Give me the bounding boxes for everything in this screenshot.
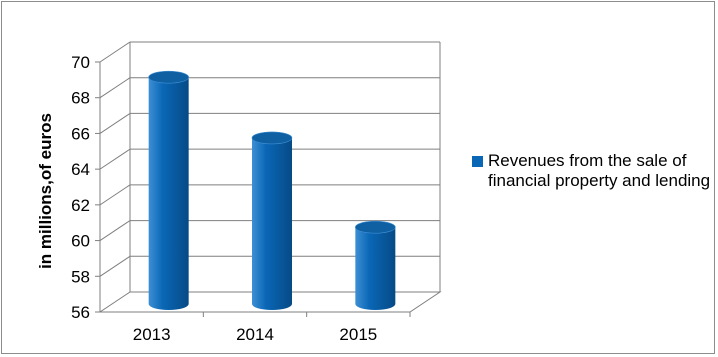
- x-tick-label: 2015: [339, 325, 377, 344]
- gridline-side: [99, 41, 131, 63]
- gridline-side: [99, 113, 131, 134]
- gridline-side: [99, 148, 131, 170]
- x-tick-label: 2014: [236, 325, 274, 344]
- bar-top-2013: [148, 70, 189, 84]
- axes: [95, 42, 442, 317]
- gridline-side: [99, 77, 131, 99]
- gridline-side: [99, 184, 131, 206]
- bars: [148, 70, 396, 310]
- y-tick-label: 56: [71, 303, 90, 322]
- x-tick-label: 2013: [133, 325, 171, 344]
- bar-2015: [355, 227, 396, 310]
- y-tick-label: 68: [71, 89, 90, 108]
- y-tick-label: 70: [71, 53, 90, 72]
- legend-label: Revenues from the sale of financial prop…: [488, 151, 711, 190]
- bar-2013: [148, 77, 189, 310]
- gridline-side: [99, 255, 131, 277]
- y-tick-label: 66: [71, 124, 90, 143]
- legend-swatch: [472, 156, 483, 167]
- legend: Revenues from the sale of financial prop…: [472, 151, 712, 191]
- axis-labels: 56 58 60 62 64 66 68 70 2013 2014 2015 in millions,…: [36, 53, 377, 344]
- y-tick-label: 64: [71, 160, 90, 179]
- gridline-side: [99, 220, 131, 241]
- bar-top-2015: [355, 220, 396, 234]
- y-tick-label: 58: [71, 267, 90, 286]
- bar-top-2014: [251, 131, 293, 145]
- y-tick-label: 60: [71, 232, 90, 251]
- y-tick-label: 62: [71, 196, 90, 215]
- bar-2014: [252, 137, 292, 310]
- y-axis-title: in millions,of euros: [36, 113, 55, 269]
